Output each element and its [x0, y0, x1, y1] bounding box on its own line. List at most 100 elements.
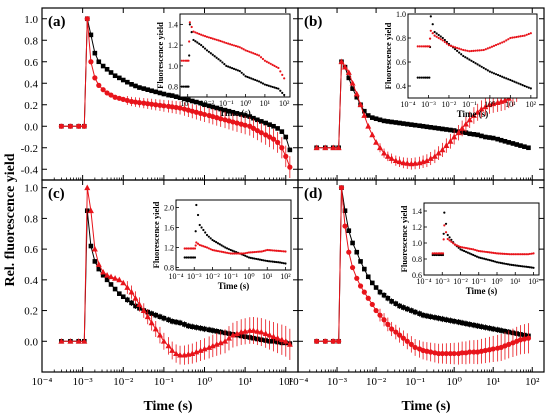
inset-point-black — [252, 78, 255, 81]
data-point-square — [506, 140, 512, 145]
inset-point-red — [466, 49, 469, 52]
inset-point-black — [480, 65, 483, 68]
inset-point-black — [198, 223, 201, 227]
inset-x-tick-label: 10⁻² — [200, 99, 215, 108]
inset-point-black — [445, 40, 448, 44]
inset-point-black — [464, 250, 468, 253]
inset-point-black — [227, 65, 230, 68]
inset-point-black — [255, 257, 258, 261]
data-point-triangle — [254, 328, 261, 334]
inset-point-red — [488, 251, 491, 254]
inset-y-tick-label: 1.4 — [412, 207, 422, 216]
x-tick-label: 10¹ — [238, 376, 252, 388]
data-point-square — [255, 117, 260, 123]
data-point-square — [444, 317, 449, 323]
inset-point-black — [486, 69, 489, 72]
data-point-square — [210, 328, 216, 333]
inset-point-red — [279, 70, 282, 73]
data-point-square — [161, 91, 167, 97]
inset-point-red — [448, 239, 451, 242]
inset-point-red — [211, 37, 214, 40]
inset-point-black — [488, 70, 491, 73]
data-point-circle — [283, 153, 289, 159]
inset-frame — [423, 202, 540, 276]
inset-point-black — [437, 33, 440, 37]
inset-point-black — [429, 15, 432, 18]
panel-label: (b) — [304, 14, 322, 30]
inset-point-black — [484, 68, 487, 71]
inset-y-tick-label: 0.6 — [412, 271, 422, 280]
inset-y-axis-label: Fluorescence yield — [399, 205, 409, 272]
data-point-circle — [157, 102, 163, 108]
data-point-triangle — [233, 330, 240, 336]
inset-point-black — [275, 87, 278, 90]
inset-point-black — [200, 44, 203, 47]
data-point-square — [149, 88, 154, 94]
x-tick-label: 10⁰ — [197, 376, 213, 388]
data-point-square — [198, 100, 203, 106]
inset-point-black — [238, 69, 241, 73]
data-point-circle — [478, 348, 485, 354]
inset-point-red — [449, 44, 453, 47]
data-point-square — [137, 85, 142, 90]
inset-point-red — [440, 252, 443, 255]
inset-point-black — [490, 71, 494, 74]
inset-point-black — [525, 85, 528, 88]
data-point-square — [362, 108, 367, 114]
inset-point-black — [510, 263, 513, 266]
inset-point-black — [232, 67, 236, 70]
inset-y-tick-label: 1.2 — [168, 41, 178, 50]
inset-point-red — [526, 253, 530, 256]
inset-point-red — [190, 25, 193, 29]
inset-point-red — [211, 248, 214, 252]
inset-point-red — [180, 59, 183, 62]
inset-point-black — [474, 62, 477, 65]
inset-point-black — [499, 261, 502, 264]
data-point-square — [112, 73, 118, 79]
inset-point-red — [202, 245, 205, 248]
inset-point-red — [479, 250, 482, 253]
data-point-circle — [92, 75, 98, 81]
data-point-square — [467, 131, 473, 137]
inset-point-red — [183, 247, 186, 250]
inset-point-black — [277, 261, 280, 264]
inset-point-black — [494, 260, 497, 263]
x-tick-label: 10⁻⁴ — [32, 376, 53, 388]
inset-point-red — [215, 249, 218, 252]
inset-point-red — [230, 43, 234, 46]
data-point-square — [373, 116, 379, 122]
data-point-circle — [517, 337, 524, 343]
inset-point-red — [259, 56, 263, 59]
data-point-triangle — [490, 100, 497, 107]
data-point-triangle — [262, 330, 269, 336]
data-point-square — [92, 50, 98, 56]
data-point-square — [471, 322, 477, 328]
inset-point-red — [187, 59, 190, 62]
data-point-triangle — [361, 112, 368, 118]
data-point-square — [96, 59, 102, 65]
inset-point-black — [188, 23, 191, 26]
inset-point-black — [277, 87, 280, 90]
data-point-square — [145, 87, 151, 92]
inset-point-black — [456, 49, 459, 52]
inset-point-red — [441, 39, 444, 42]
data-point-square — [129, 82, 134, 87]
y-tick-label: 0.4 — [24, 275, 38, 287]
data-point-triangle — [373, 139, 380, 145]
y-tick-label: -0.2 — [21, 143, 38, 155]
data-point-square — [393, 301, 399, 306]
data-point-triangle — [282, 338, 289, 344]
inset-point-black — [495, 261, 499, 264]
data-point-triangle — [447, 138, 454, 144]
inset-point-black — [435, 32, 438, 35]
inset-point-red — [490, 251, 493, 254]
data-point-triangle — [474, 109, 481, 115]
inset-point-red — [458, 47, 461, 50]
data-point-circle — [279, 145, 285, 151]
inset-point-red — [224, 251, 227, 254]
inset-point-red — [202, 34, 205, 37]
data-point-square — [161, 315, 167, 321]
data-point-circle — [88, 59, 94, 65]
data-point-square — [518, 143, 523, 148]
inset-point-red — [262, 249, 265, 253]
